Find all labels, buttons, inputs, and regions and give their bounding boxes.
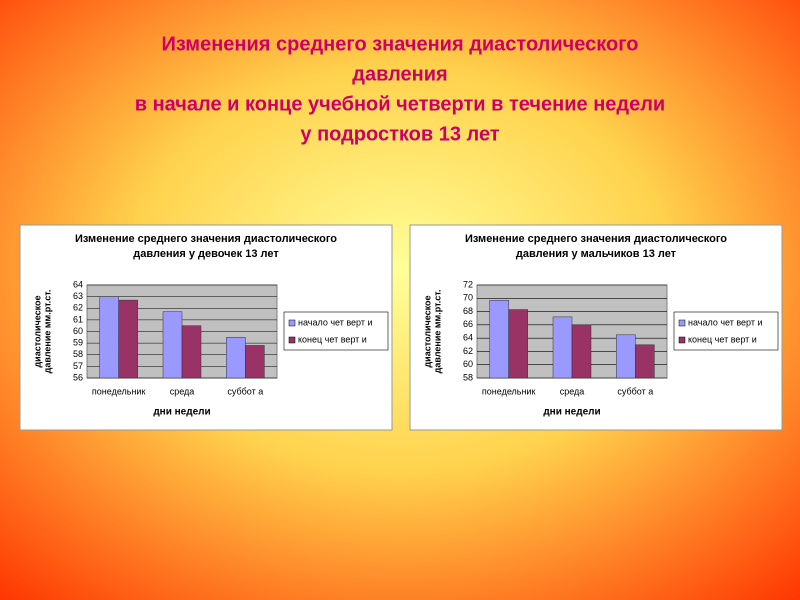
y-tick-label: 64 xyxy=(73,279,83,289)
legend-swatch xyxy=(678,319,686,327)
x-tick-label: понедельник xyxy=(482,386,536,396)
y-tick-label: 62 xyxy=(73,303,83,313)
chart-title: давления у мальчиков 13 лет xyxy=(516,248,677,260)
y-axis-label: давление мм.рт.ст. xyxy=(432,290,442,374)
y-tick-label: 57 xyxy=(73,361,83,371)
bar xyxy=(226,337,246,379)
bar xyxy=(162,311,183,379)
legend-label: конец чет верт и xyxy=(298,334,367,344)
y-axis-label: давление мм.рт.ст. xyxy=(42,290,52,374)
slide-title: давления xyxy=(352,63,447,85)
x-axis-label: дни недели xyxy=(543,407,600,418)
bar xyxy=(181,325,202,379)
y-tick-label: 60 xyxy=(73,326,83,336)
y-axis-label: диастолическое xyxy=(32,295,42,367)
y-tick-label: 70 xyxy=(463,293,473,303)
bar xyxy=(489,300,509,379)
y-tick-label: 63 xyxy=(73,291,83,301)
slide-title: в начале и конце учебной четверти в тече… xyxy=(135,93,665,115)
x-tick-label: суббот а xyxy=(617,386,653,396)
y-tick-label: 58 xyxy=(73,349,83,359)
chart-title: давления у девочек 13 лет xyxy=(133,248,279,260)
slide-title: Изменения среднего значения диастолическ… xyxy=(161,33,638,55)
slide-title: у подростков 13 лет xyxy=(300,123,499,145)
legend-swatch xyxy=(678,336,686,344)
bar xyxy=(616,334,636,379)
legend-swatch xyxy=(288,319,296,327)
chart-title: Изменение среднего значения диастолическ… xyxy=(465,233,727,245)
legend-label: конец чет верт и xyxy=(688,334,757,344)
y-tick-label: 56 xyxy=(73,372,83,382)
y-tick-label: 61 xyxy=(73,314,83,324)
x-tick-label: среда xyxy=(560,386,585,396)
bar xyxy=(635,344,655,379)
y-tick-label: 62 xyxy=(463,346,473,356)
y-tick-label: 72 xyxy=(463,279,473,289)
y-tick-label: 58 xyxy=(463,372,473,382)
legend-frame xyxy=(673,311,779,351)
bar xyxy=(99,296,119,379)
y-axis-label: диастолическое xyxy=(422,295,432,367)
y-tick-label: 64 xyxy=(463,333,473,343)
legend-label: начало чет верт и xyxy=(298,317,373,327)
y-tick-label: 60 xyxy=(463,359,473,369)
y-tick-label: 66 xyxy=(463,319,473,329)
x-tick-label: суббот а xyxy=(227,386,263,396)
y-tick-label: 59 xyxy=(73,338,83,348)
x-tick-label: понедельник xyxy=(92,386,146,396)
y-tick-label: 68 xyxy=(463,306,473,316)
legend-label: начало чет верт и xyxy=(688,317,763,327)
bar xyxy=(245,345,265,379)
bar xyxy=(508,309,528,379)
legend-swatch xyxy=(288,336,296,344)
x-axis-label: дни недели xyxy=(153,407,210,418)
legend-frame xyxy=(283,311,389,351)
bar xyxy=(571,324,592,379)
bar xyxy=(118,299,138,379)
bar xyxy=(552,316,573,379)
chart-title: Изменение среднего значения диастолическ… xyxy=(75,233,337,245)
x-tick-label: среда xyxy=(170,386,195,396)
